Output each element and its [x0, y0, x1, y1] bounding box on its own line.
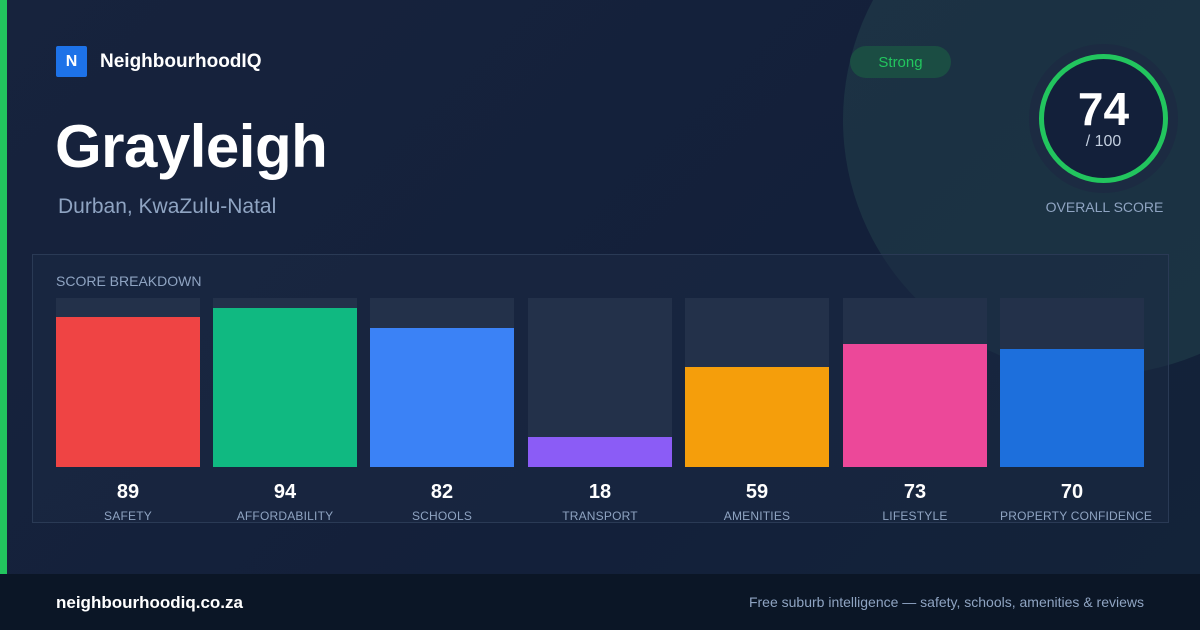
score-ring-graphic [1029, 44, 1178, 193]
overall-score-caption: OVERALL SCORE [1045, 199, 1164, 215]
bar-column-affordability: 94 AFFORDABILITY [213, 298, 357, 523]
bar-fill [685, 367, 829, 467]
bar-label: LIFESTYLE [882, 509, 948, 523]
footer: neighbourhoodiq.co.za Free suburb intell… [0, 574, 1200, 630]
bar-track [843, 298, 987, 467]
bar-column-lifestyle: 73 LIFESTYLE [843, 298, 987, 523]
bar-track [56, 298, 200, 467]
footer-tagline: Free suburb intelligence — safety, schoo… [748, 594, 1144, 610]
bar-fill [1000, 349, 1144, 467]
footer-domain[interactable]: neighbourhoodiq.co.za [56, 593, 243, 612]
bar-value: 18 [588, 481, 612, 503]
bar-fill [528, 437, 672, 467]
breakdown-title: SCORE BREAKDOWN [56, 273, 202, 289]
bar-column-amenities: 59 AMENITIES [685, 298, 829, 523]
overall-score-ring: 74 / 100 [1029, 44, 1178, 193]
bar-fill [843, 344, 987, 467]
bar-label: SCHOOLS [411, 509, 473, 523]
bar-column-safety: 89 SAFETY [56, 298, 200, 523]
share-card: N NeighbourhoodIQ Grayleigh Durban, KwaZ… [0, 0, 1200, 574]
score-ring-track [1041, 56, 1166, 181]
overall-score-value: 74 [1077, 83, 1130, 135]
score-ring-arc [1039, 54, 1168, 183]
bar-fill [56, 317, 200, 467]
bar-value: 82 [430, 481, 454, 503]
bar-label: AMENITIES [723, 509, 791, 523]
suburb-title: Grayleigh [55, 113, 328, 180]
overall-score-max: / 100 [1085, 133, 1122, 150]
bar-label: AFFORDABILITY [236, 509, 334, 523]
bar-label: SAFETY [104, 509, 152, 523]
bar-value: 89 [116, 481, 140, 503]
brand: N NeighbourhoodIQ [56, 46, 261, 77]
bar-fill [213, 308, 357, 467]
score-breakdown-panel: SCORE BREAKDOWN 89 SAFETY 94 AFFORDABILITY 8… [32, 254, 1169, 523]
rating-badge: Strong [850, 46, 951, 78]
accent-stripe [0, 0, 7, 574]
bar-track [370, 298, 514, 467]
bar-value: 59 [745, 481, 769, 503]
brand-logo-icon: N [56, 46, 87, 77]
suburb-location: Durban, KwaZulu-Natal [58, 195, 277, 218]
bar-column-transport: 18 TRANSPORT [528, 298, 672, 523]
bar-column-schools: 82 SCHOOLS [370, 298, 514, 523]
bar-column-property-confidence: 70 PROPERTY CONFIDENCE [1000, 298, 1153, 523]
bar-label: TRANSPORT [562, 509, 638, 523]
bar-value: 94 [273, 481, 297, 503]
brand-name: NeighbourhoodIQ [100, 50, 262, 72]
bar-track [685, 298, 829, 467]
bar-track [1000, 298, 1144, 467]
bar-fill [370, 328, 514, 467]
bar-label: PROPERTY CONFIDENCE [1000, 509, 1153, 523]
bar-value: 70 [1060, 481, 1084, 503]
bar-track [528, 298, 672, 467]
bar-value: 73 [903, 481, 927, 503]
bar-track [213, 298, 357, 467]
